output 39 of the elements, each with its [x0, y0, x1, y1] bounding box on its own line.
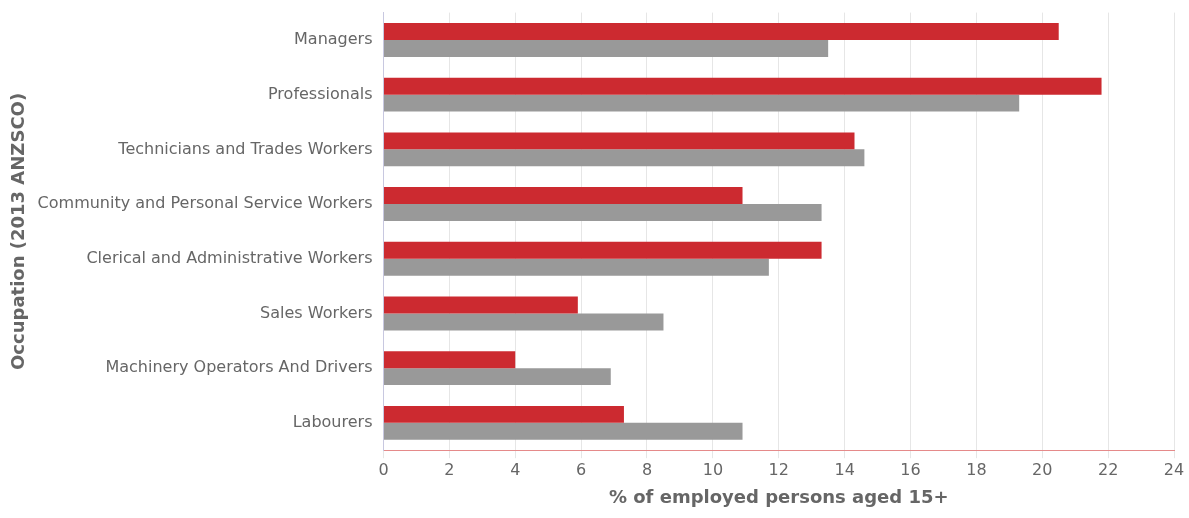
- bar: [384, 94, 1020, 112]
- y-tick-label: Managers: [294, 29, 373, 49]
- x-tick-label: 14: [834, 459, 855, 479]
- bar: [384, 351, 516, 369]
- bar: [384, 187, 743, 205]
- bar: [384, 313, 664, 331]
- x-tick-label: 16: [900, 459, 921, 479]
- bar: [384, 149, 865, 167]
- x-tick-label: 0: [378, 459, 389, 479]
- x-tick-label: 8: [641, 459, 653, 479]
- bar: [384, 22, 1059, 40]
- bar: [384, 39, 829, 57]
- x-tick-label: 6: [576, 459, 587, 479]
- x-tick-label: 12: [768, 459, 789, 479]
- y-tick-label: Clerical and Administrative Workers: [86, 247, 373, 267]
- y-tick-label: Labourers: [292, 412, 373, 432]
- y-tick-label: Professionals: [268, 83, 373, 103]
- y-tick-label: Community and Personal Service Workers: [37, 193, 373, 213]
- bar: [384, 132, 855, 150]
- y-tick-label: Sales Workers: [260, 302, 373, 322]
- x-tick-label: 18: [966, 459, 987, 479]
- x-tick-label: 10: [702, 459, 724, 479]
- bar: [384, 241, 822, 259]
- x-tick-label: 4: [510, 459, 521, 479]
- bar: [384, 204, 822, 222]
- x-tick-label: 22: [1097, 459, 1119, 479]
- x-tick-label: 2: [444, 459, 455, 479]
- bar: [384, 422, 743, 440]
- bar: [384, 258, 769, 276]
- x-axis-title: % of employed persons aged 15+: [608, 485, 949, 507]
- y-tick-label: Technicians and Trades Workers: [117, 138, 373, 158]
- bar: [384, 77, 1102, 95]
- y-tick-label: Machinery Operators And Drivers: [105, 357, 373, 377]
- y-axis-title: Occupation (2013 ANZSCO): [7, 92, 29, 370]
- bar: [384, 296, 578, 314]
- bar: [384, 368, 611, 386]
- x-tick-label: 24: [1163, 459, 1185, 479]
- bar: [384, 405, 624, 423]
- x-tick-label: 20: [1032, 459, 1053, 479]
